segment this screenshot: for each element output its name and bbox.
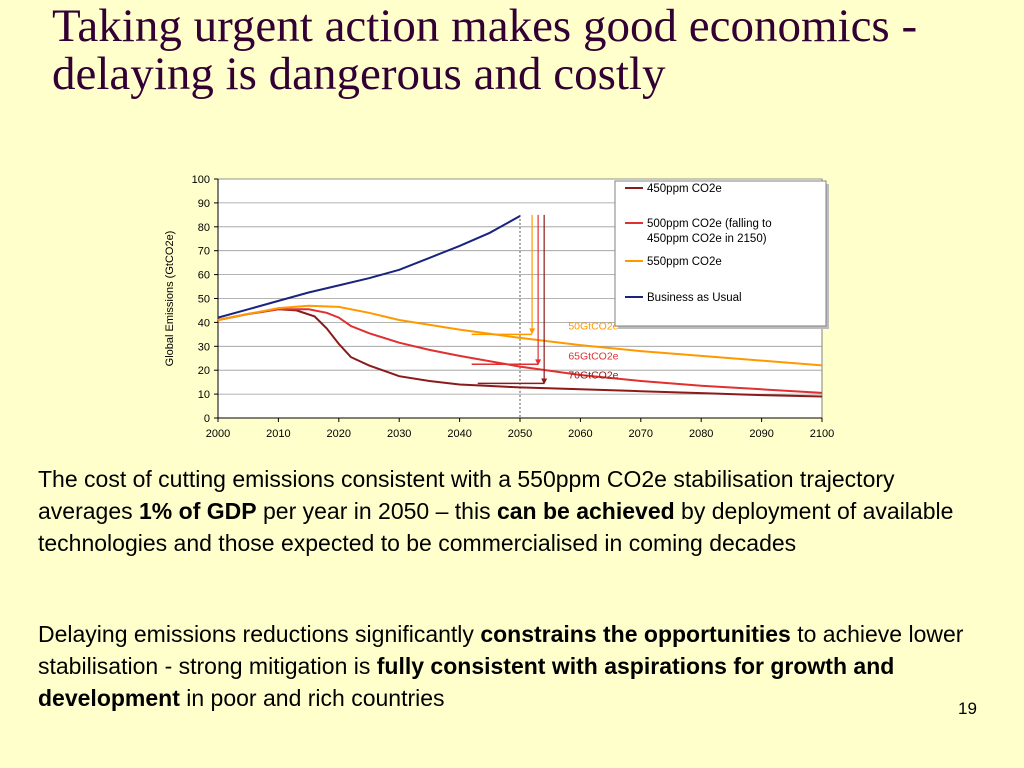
legend-label-0: 450ppm CO2e xyxy=(647,183,722,195)
series-line-2 xyxy=(217,304,823,367)
annotation-label-1: 65GtCO2e xyxy=(568,350,618,362)
y-tick-label: 10 xyxy=(198,389,210,401)
y-tick-label: 0 xyxy=(204,413,210,425)
legend-label-2: 550ppm CO2e xyxy=(647,256,722,268)
y-tick-label: 70 xyxy=(198,246,210,258)
x-tick-label: 2100 xyxy=(810,428,834,440)
y-tick-label: 60 xyxy=(198,270,210,282)
paragraph-delay-run-2: to achieve lower stabilisation - strong … xyxy=(38,621,964,679)
x-tick-label: 2020 xyxy=(327,428,351,440)
paragraph-cost-run-1: 1% of GDP xyxy=(139,498,257,524)
legend-box xyxy=(614,180,827,327)
y-tick-label: 90 xyxy=(198,198,210,210)
paragraph-delay-run-0: Delaying emissions reductions significan… xyxy=(38,621,481,647)
annotation-arrowhead-2 xyxy=(541,378,548,385)
series-line-3 xyxy=(217,215,521,319)
x-tick-label: 2010 xyxy=(266,428,290,440)
y-tick-label: 50 xyxy=(198,294,210,306)
paragraph-cost-run-2: per year in 2050 – this xyxy=(256,498,497,524)
paragraph-cost-run-0: The cost of cutting emissions consistent… xyxy=(38,466,895,524)
paragraph-delay: Delaying emissions reductions significan… xyxy=(38,618,988,714)
y-axis-label: Global Emissions (GtCO2e) xyxy=(164,231,176,367)
x-tick-label: 2040 xyxy=(447,428,471,440)
x-tick-label: 2050 xyxy=(508,428,532,440)
legend-label-1: 500ppm CO2e (falling to 450ppm CO2e in 21… xyxy=(647,218,772,245)
x-tick-label: 2080 xyxy=(689,428,713,440)
series-line-1 xyxy=(217,308,823,394)
paragraph-delay-run-4: in poor and rich countries xyxy=(179,685,445,711)
y-tick-label: 100 xyxy=(192,174,210,186)
paragraph-cost: The cost of cutting emissions consistent… xyxy=(38,463,988,559)
annotation-label-0: 50GtCO2e xyxy=(568,321,618,333)
x-tick-label: 2070 xyxy=(629,428,653,440)
paragraph-cost-run-3: can be achieved xyxy=(496,498,675,524)
paragraph-cost-run-4: by deployment of available technologies … xyxy=(38,498,954,556)
annotation-arrowhead-1 xyxy=(535,359,542,366)
x-tick-label: 2000 xyxy=(206,428,230,440)
paragraph-delay-run-3: fully consistent with aspirations for gr… xyxy=(38,653,895,711)
y-tick-label: 30 xyxy=(198,341,210,353)
y-tick-label: 20 xyxy=(198,365,210,377)
x-tick-label: 2090 xyxy=(749,428,773,440)
slide-title: Taking urgent action makes good economic… xyxy=(52,0,918,100)
annotation-arrowhead-0 xyxy=(529,328,536,335)
y-tick-label: 80 xyxy=(198,222,210,234)
y-tick-label: 40 xyxy=(198,317,210,329)
annotation-label-2: 70GtCO2e xyxy=(568,370,618,382)
paragraph-delay-run-1: constrains the opportunities xyxy=(480,621,791,647)
page-number: 19 xyxy=(958,699,977,718)
x-tick-label: 2060 xyxy=(568,428,592,440)
legend-label-3: Business as Usual xyxy=(647,292,742,304)
x-tick-label: 2030 xyxy=(387,428,411,440)
